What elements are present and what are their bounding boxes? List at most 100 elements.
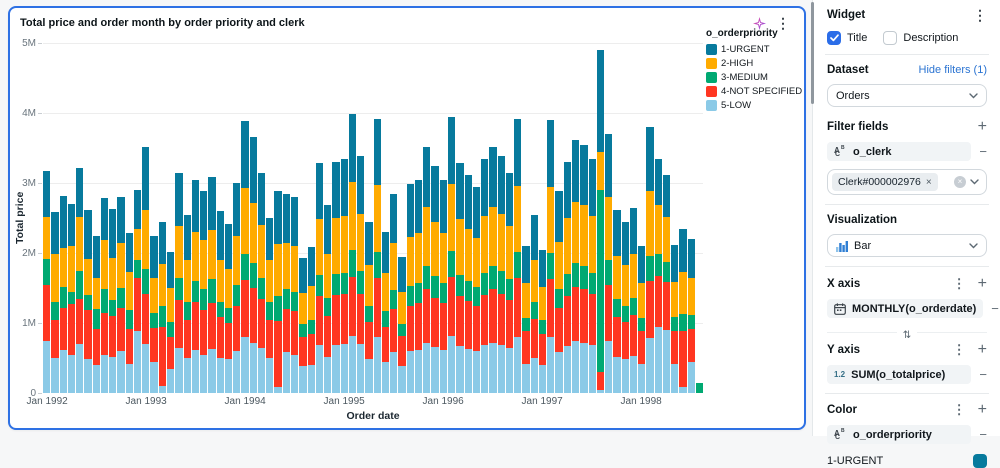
bar-dec-1994[interactable] [332,43,340,393]
bar-jan-1995[interactable] [340,43,348,393]
bar-mar-1997[interactable] [555,43,563,393]
chart-widget-card[interactable]: Total price and order month by order pri… [8,6,806,430]
bar-jun-1992[interactable] [84,43,92,393]
description-checkbox[interactable]: Description [883,31,958,45]
color-swatch-urgent[interactable] [973,454,987,468]
add-y-axis-field-icon[interactable]: + [977,341,987,358]
bar-oct-1994[interactable] [315,43,324,393]
bar-aug-1996[interactable] [497,43,505,393]
bar-feb-1993[interactable] [150,43,158,393]
bar-apr-1998[interactable] [662,43,671,393]
bar-apr-1997[interactable] [563,43,571,393]
chip-remove-icon[interactable]: × [925,176,932,188]
bar-may-1993[interactable] [175,43,183,393]
bar-oct-1995[interactable] [414,43,423,393]
add-color-field-icon[interactable]: + [977,401,987,418]
bar-sep-1996[interactable] [505,43,514,393]
bar-jul-1993[interactable] [191,43,200,393]
filter-value-chip[interactable]: Clerk#000002976 × [832,173,938,191]
remove-x-axis-field-icon[interactable]: − [991,301,999,316]
clear-all-icon[interactable]: × [954,176,966,188]
bar-jan-1996[interactable] [439,43,448,393]
x-axis-menu-icon[interactable]: ⋮ [952,276,966,291]
visualization-select[interactable]: Bar [827,234,987,257]
bar-apr-1993[interactable] [166,43,175,393]
swap-axes-icon[interactable]: ⇅ [896,330,918,341]
checkbox-checked-icon[interactable] [827,31,841,45]
bar-aug-1993[interactable] [200,43,208,393]
bar-jan-1994[interactable] [241,43,249,393]
bar-may-1992[interactable] [76,43,84,393]
bar-jan-1993[interactable] [142,43,150,393]
bar-apr-1996[interactable] [464,43,472,393]
bar-mar-1994[interactable] [257,43,266,393]
bar-dec-1996[interactable] [530,43,538,393]
bar-mar-1998[interactable] [654,43,662,393]
bar-feb-1995[interactable] [348,43,357,393]
remove-y-axis-field-icon[interactable]: − [979,367,987,382]
add-x-axis-field-icon[interactable]: + [977,275,987,292]
bar-aug-1997[interactable] [596,43,605,393]
bar-sep-1992[interactable] [109,43,117,393]
bar-jun-1993[interactable] [183,43,191,393]
bar-mar-1993[interactable] [158,43,166,393]
bar-dec-1997[interactable] [629,43,638,393]
bar-sep-1995[interactable] [406,43,414,393]
bar-apr-1994[interactable] [266,43,274,393]
bar-feb-1997[interactable] [547,43,555,393]
bar-jan-1998[interactable] [638,43,646,393]
bar-dec-1993[interactable] [233,43,241,393]
bar-jul-1997[interactable] [588,43,596,393]
bar-nov-1992[interactable] [125,43,133,393]
widget-menu-icon[interactable]: ⋮ [776,15,790,31]
bar-mar-1992[interactable] [59,43,67,393]
bar-jun-1997[interactable] [580,43,588,393]
legend-item-2-high[interactable]: 2-HIGH [706,56,804,70]
bar-may-1995[interactable] [373,43,381,393]
title-checkbox[interactable]: Title [827,31,867,45]
bar-apr-1992[interactable] [67,43,76,393]
bar-aug-1992[interactable] [100,43,109,393]
bar-feb-1994[interactable] [249,43,257,393]
bar-feb-1998[interactable] [646,43,654,393]
remove-color-field-icon[interactable]: − [979,427,987,442]
checkbox-unchecked-icon[interactable] [883,31,898,45]
bar-nov-1993[interactable] [224,43,233,393]
bar-jun-1998[interactable] [679,43,687,393]
panel-menu-icon[interactable]: ⋮ [973,7,987,23]
bar-jul-1998[interactable] [687,43,695,393]
filter-value-combobox[interactable]: Clerk#000002976 × × [827,169,987,195]
legend-item-4-not-specified[interactable]: 4-NOT SPECIFIED [706,84,804,98]
bar-jan-1992[interactable] [43,43,51,393]
bar-nov-1995[interactable] [423,43,431,393]
bar-aug-1994[interactable] [299,43,307,393]
bar-nov-1994[interactable] [324,43,332,393]
bar-jul-1992[interactable] [92,43,100,393]
legend-item-3-medium[interactable]: 3-MEDIUM [706,70,804,84]
ai-sparkle-icon[interactable] [753,16,766,30]
hide-filters-link[interactable]: Hide filters (1) [918,64,987,76]
bar-feb-1996[interactable] [448,43,456,393]
bar-aug-1995[interactable] [398,43,406,393]
bar-aug-1998[interactable] [695,43,704,393]
remove-filter-field-icon[interactable]: − [979,144,987,159]
y-axis-menu-icon[interactable]: ⋮ [952,342,966,357]
bar-may-1997[interactable] [572,43,580,393]
bar-oct-1992[interactable] [117,43,125,393]
bar-jul-1996[interactable] [489,43,497,393]
x-axis-field[interactable]: MONTHLY(o_orderdate) [827,299,984,318]
bar-feb-1992[interactable] [51,43,59,393]
bar-dec-1995[interactable] [431,43,439,393]
bar-jun-1994[interactable] [282,43,290,393]
bar-jul-1995[interactable] [390,43,398,393]
bar-sep-1993[interactable] [208,43,216,393]
bar-mar-1996[interactable] [456,43,464,393]
bar-oct-1997[interactable] [613,43,621,393]
bar-mar-1995[interactable] [357,43,365,393]
legend-item-5-low[interactable]: 5-LOW [706,98,804,112]
bar-sep-1997[interactable] [605,43,613,393]
bar-oct-1996[interactable] [514,43,522,393]
bar-nov-1997[interactable] [621,43,629,393]
